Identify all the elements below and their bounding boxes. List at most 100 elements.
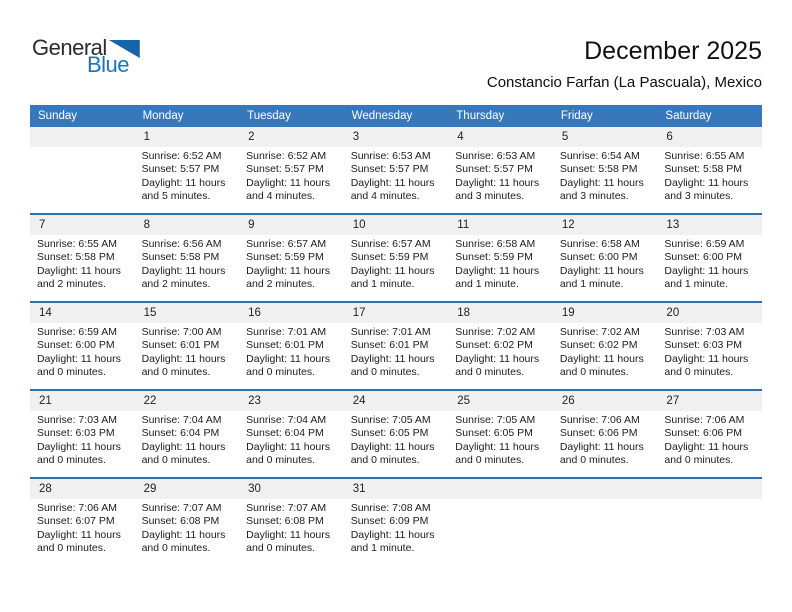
day-cell-details: Sunrise: 7:04 AM Sunset: 6:04 PM Daylight:… [239, 411, 344, 477]
day-cell-details: Sunrise: 6:59 AM Sunset: 6:00 PM Daylight:… [30, 323, 135, 389]
day-number: 22 [143, 395, 157, 407]
daylight-text: Daylight: 11 hours [141, 440, 226, 453]
weekday-header: Sunday [38, 110, 78, 122]
day-cell-details: Sunrise: 6:58 AM Sunset: 5:59 PM Daylight:… [448, 235, 553, 301]
daylight-text: Daylight: 11 hours [246, 352, 330, 365]
day-number: 20 [666, 307, 680, 319]
sunrise-text: Sunrise: 7:02 AM [559, 326, 640, 338]
day-number: 7 [39, 219, 46, 231]
day-number: 11 [457, 219, 470, 231]
day-number: 17 [352, 307, 366, 319]
date-band: 28 29 30 31 [30, 479, 762, 499]
details-row: Sunrise: 6:55 AM Sunset: 5:58 PM Daylight:… [30, 235, 762, 301]
date-band: 14 15 16 17 18 19 20 [30, 303, 762, 323]
daylight-text: and 2 minutes. [141, 278, 211, 291]
sunrise-text: Sunrise: 7:06 AM [664, 414, 745, 426]
sunrise-text: Sunrise: 6:55 AM [664, 150, 745, 162]
daylight-text: Daylight: 11 hours [350, 528, 435, 541]
day-cell-details: Sunrise: 7:06 AM Sunset: 6:06 PM Daylight:… [657, 411, 762, 477]
daylight-text: and 3 minutes. [664, 190, 734, 203]
sunset-text: Sunset: 6:00 PM [664, 251, 743, 264]
sunrise-text: Sunrise: 7:07 AM [141, 502, 222, 514]
daylight-text: and 0 minutes. [455, 366, 525, 379]
daylight-text: Daylight: 11 hours [350, 352, 435, 365]
day-number: 10 [352, 219, 366, 231]
title-block: December 2025 Constancio Farfan (La Pasc… [487, 38, 762, 92]
day-cell-details: Sunrise: 7:01 AM Sunset: 6:01 PM Daylight:… [239, 323, 344, 389]
daylight-text: Daylight: 11 hours [350, 264, 435, 277]
empty-day-cell [657, 499, 762, 565]
sunrise-text: Sunrise: 6:58 AM [455, 238, 536, 250]
day-number: 6 [666, 131, 673, 143]
day-number: 5 [561, 131, 569, 143]
sunrise-text: Sunrise: 7:01 AM [350, 326, 431, 338]
weekday-header: Tuesday [247, 110, 291, 122]
weekday-header: Monday [142, 110, 184, 122]
day-number: 1 [143, 131, 150, 143]
day-number: 13 [666, 219, 680, 231]
daylight-text: and 1 minute. [559, 278, 624, 291]
sunset-text: Sunset: 6:05 PM [350, 427, 429, 440]
sunrise-text: Sunrise: 7:03 AM [37, 414, 117, 426]
daylight-text: Daylight: 11 hours [246, 528, 330, 541]
day-cell-details: Sunrise: 7:05 AM Sunset: 6:05 PM Daylight:… [448, 411, 553, 477]
daylight-text: Daylight: 11 hours [559, 352, 644, 365]
daylight-text: Daylight: 11 hours [246, 176, 330, 189]
daylight-text: and 1 minute. [455, 278, 519, 291]
sunrise-text: Sunrise: 6:59 AM [664, 238, 745, 250]
sunset-text: Sunset: 5:57 PM [141, 163, 220, 176]
day-number: 30 [248, 483, 261, 495]
sunset-text: Sunset: 5:57 PM [350, 163, 429, 176]
daylight-text: Daylight: 11 hours [664, 264, 749, 277]
day-cell-details: Sunrise: 6:57 AM Sunset: 5:59 PM Daylight:… [344, 235, 449, 301]
daylight-text: and 0 minutes. [246, 542, 316, 555]
daylight-text: Daylight: 11 hours [141, 176, 226, 189]
day-cell-details: Sunrise: 7:07 AM Sunset: 6:08 PM Daylight:… [239, 499, 344, 565]
sunset-text: Sunset: 6:02 PM [559, 339, 638, 352]
week-row: 1 2 3 4 5 6 Sunrise: 6:52 AM Sunset: 5:57 PM Day… [30, 127, 762, 213]
weekday-header-row: Sunday Monday Tuesday Wednesday Thursday Frid… [30, 105, 762, 127]
daylight-text: Daylight: 11 hours [141, 352, 226, 365]
day-cell-details: Sunrise: 7:06 AM Sunset: 6:07 PM Daylight:… [30, 499, 135, 565]
sunrise-text: Sunrise: 6:55 AM [37, 238, 117, 250]
daylight-text: and 0 minutes. [559, 366, 629, 379]
daylight-text: Daylight: 11 hours [37, 440, 121, 453]
sunrise-text: Sunrise: 7:05 AM [350, 414, 431, 426]
daylight-text: Daylight: 11 hours [559, 440, 644, 453]
logo-top-row: General [32, 37, 140, 59]
week-row: 14 15 16 17 18 19 20 Sunrise: 6:59 AM Sunset: 6:… [30, 301, 762, 389]
day-cell-details: Sunrise: 6:59 AM Sunset: 6:00 PM Daylight:… [657, 235, 762, 301]
daylight-text: Daylight: 11 hours [37, 352, 121, 365]
daylight-text: Daylight: 11 hours [664, 352, 749, 365]
day-cell-details: Sunrise: 7:06 AM Sunset: 6:06 PM Daylight:… [553, 411, 658, 477]
daylight-text: Daylight: 11 hours [246, 264, 330, 277]
calendar-grid: 1 2 3 4 5 6 Sunrise: 6:52 AM Sunset: 5:57 PM Day… [30, 127, 762, 565]
sunrise-text: Sunrise: 6:52 AM [141, 150, 222, 162]
sunset-text: Sunset: 5:58 PM [37, 251, 115, 264]
daylight-text: and 0 minutes. [141, 366, 211, 379]
week-row: 28 29 30 31 Sunrise: 7:06 AM Sunset: 6:07 PM D… [30, 477, 762, 565]
sunset-text: Sunset: 6:06 PM [559, 427, 638, 440]
sunset-text: Sunset: 6:07 PM [37, 515, 115, 528]
sunrise-text: Sunrise: 6:53 AM [350, 150, 431, 162]
day-cell-details: Sunrise: 7:01 AM Sunset: 6:01 PM Daylight:… [344, 323, 449, 389]
week-row: 21 22 23 24 25 26 27 Sunrise: 7:03 AM Sunset: 6:… [30, 389, 762, 477]
day-number: 27 [666, 395, 680, 407]
week-row: 7 8 9 10 11 12 13 Sunrise: 6:55 AM Sunset: 5:58 … [30, 213, 762, 301]
day-number: 3 [352, 131, 360, 143]
daylight-text: and 0 minutes. [246, 366, 316, 379]
daylight-text: and 3 minutes. [455, 190, 525, 203]
sunset-text: Sunset: 6:06 PM [664, 427, 743, 440]
sunset-text: Sunset: 5:57 PM [455, 163, 533, 176]
day-number: 18 [457, 307, 471, 319]
day-number: 2 [248, 131, 255, 143]
details-row: Sunrise: 6:59 AM Sunset: 6:00 PM Daylight:… [30, 323, 762, 389]
day-cell-details: Sunrise: 6:52 AM Sunset: 5:57 PM Daylight:… [239, 147, 344, 213]
sunrise-text: Sunrise: 6:53 AM [455, 150, 536, 162]
day-number: 16 [248, 307, 261, 319]
daylight-text: and 0 minutes. [664, 454, 734, 467]
daylight-text: Daylight: 11 hours [664, 176, 749, 189]
sunrise-text: Sunrise: 7:04 AM [246, 414, 327, 426]
day-number: 9 [248, 219, 255, 231]
daylight-text: and 4 minutes. [246, 190, 316, 203]
